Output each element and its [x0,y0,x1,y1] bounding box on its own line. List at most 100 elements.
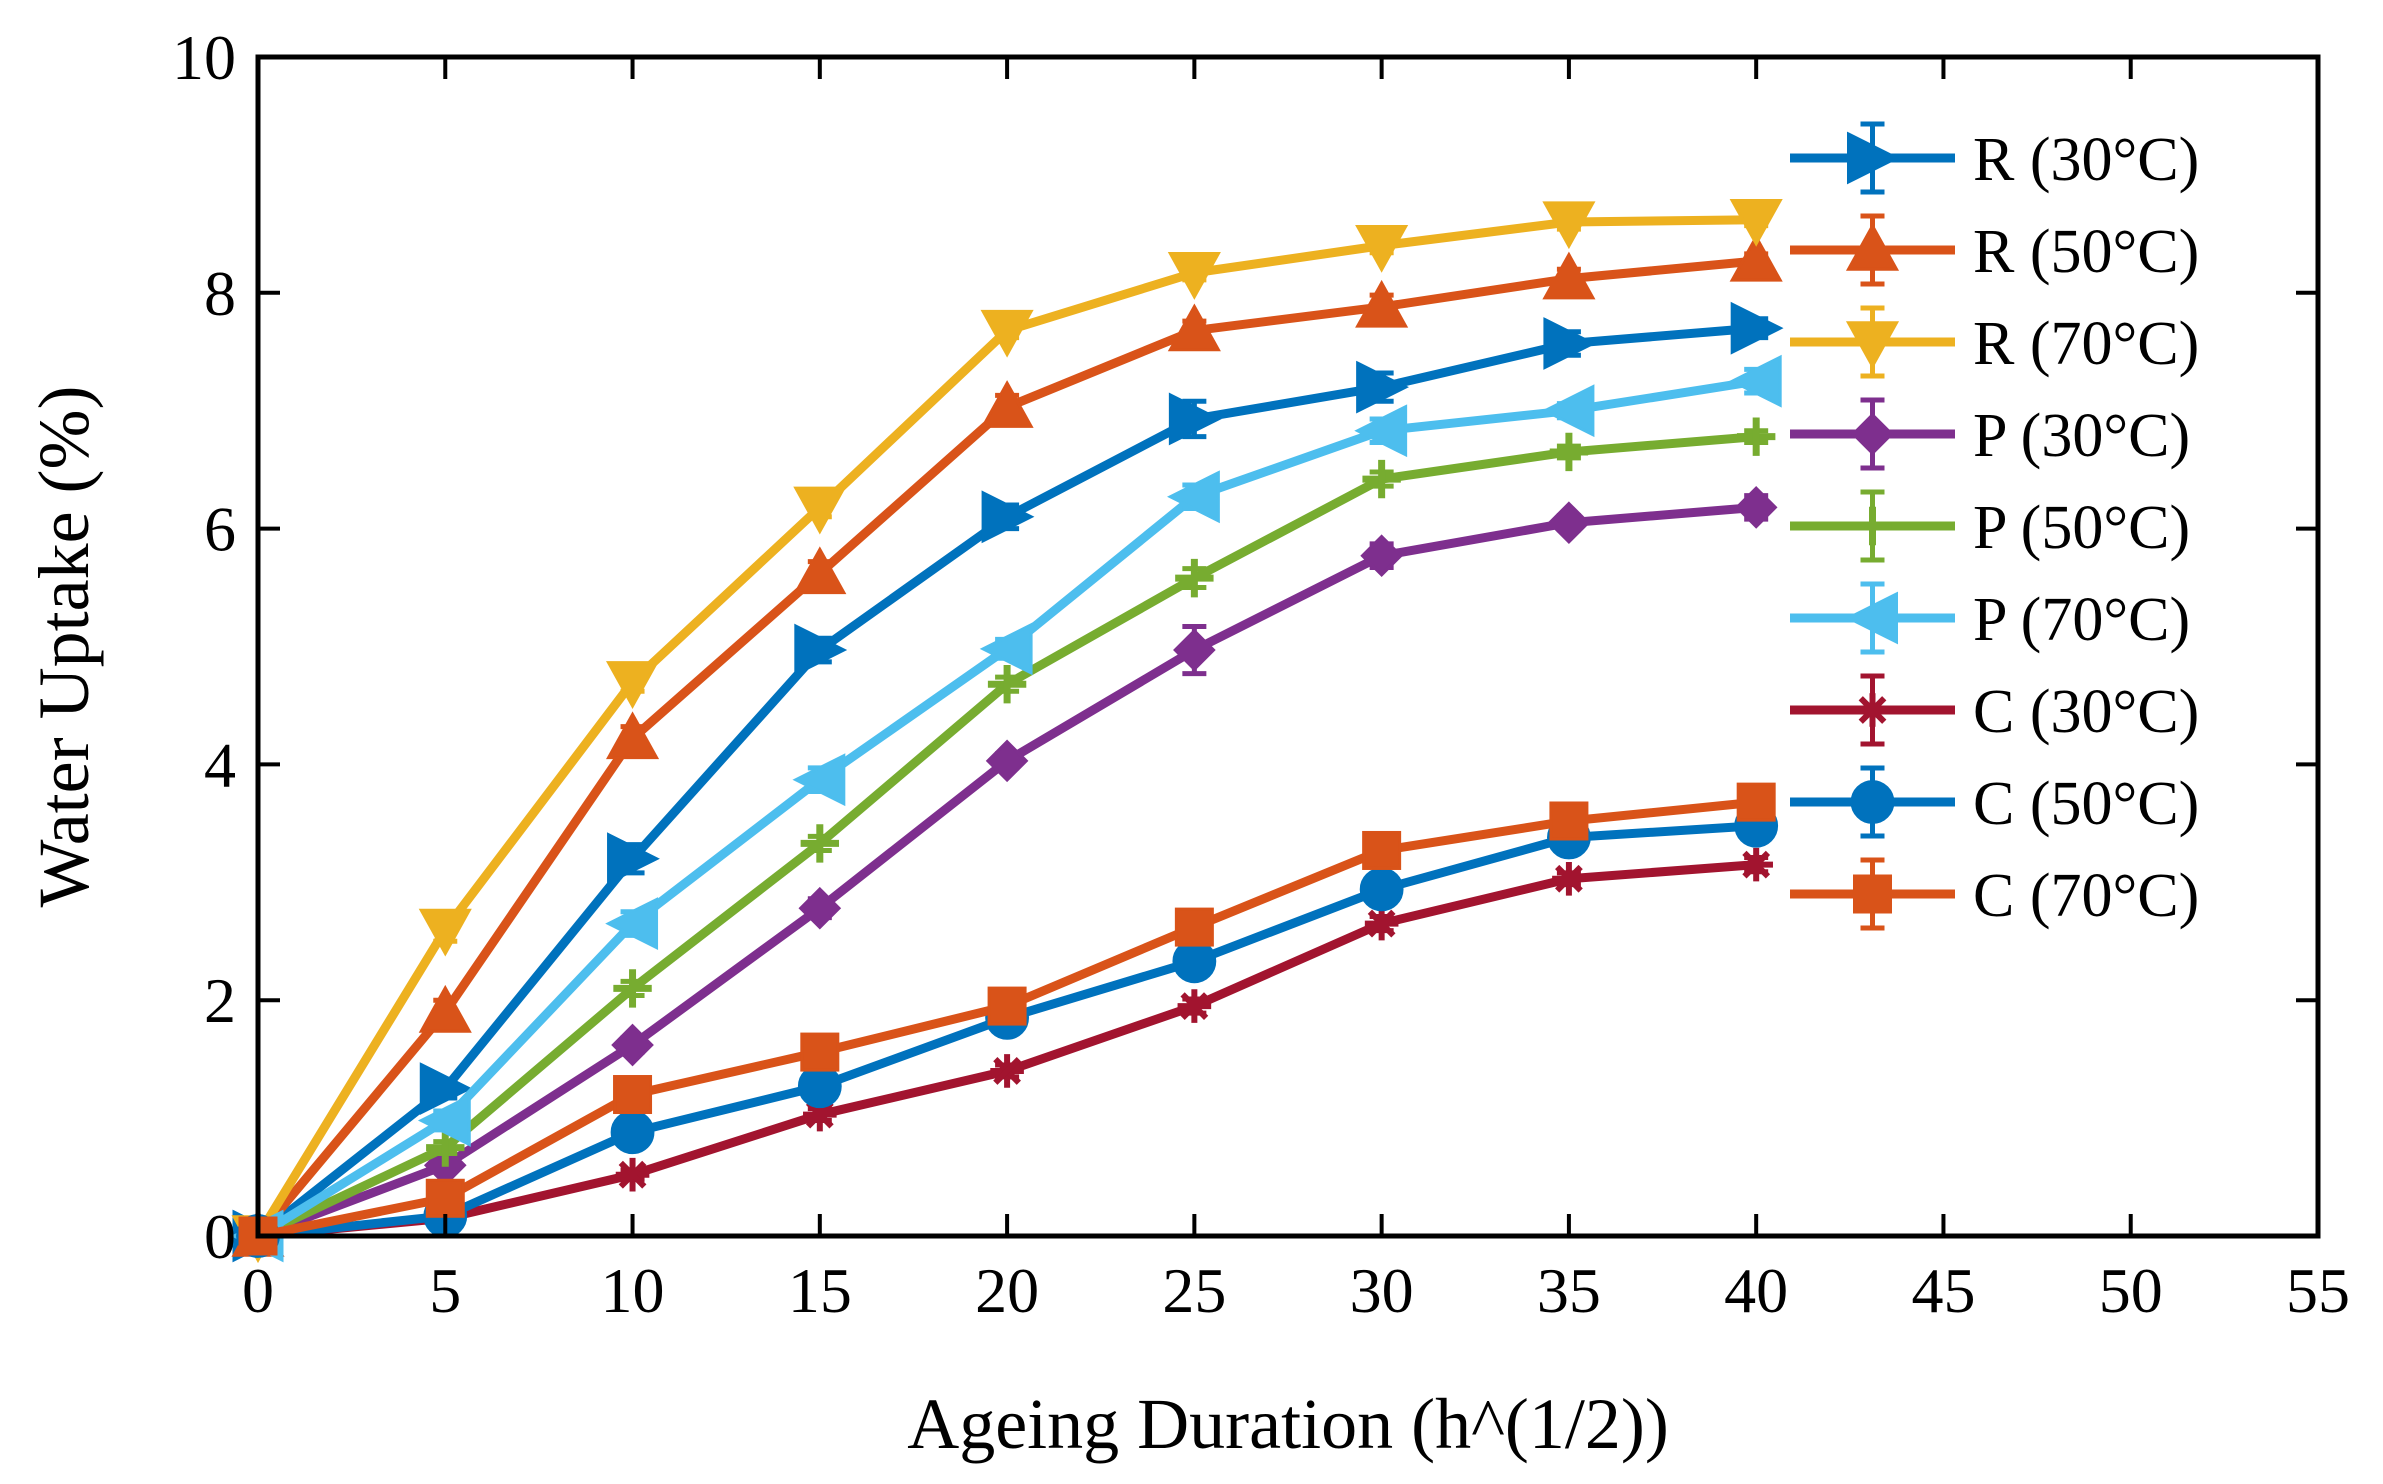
data-point [426,1128,465,1167]
data-point [1167,470,1220,524]
data-point [798,886,842,930]
data-point [987,665,1027,704]
data-point [1356,360,1409,414]
y-tick-label: 2 [204,965,236,1036]
data-point [1728,354,1782,408]
data-point [605,897,659,950]
data-point [1734,486,1778,529]
legend-item: P (30°C) [1790,397,2190,471]
data-point [1355,279,1409,328]
data-point [1729,199,1783,247]
data-point [980,309,1034,358]
data-point [615,1157,650,1192]
legend-label: R (30°C) [1973,126,2199,194]
y-tick-label: 4 [204,729,236,800]
legend-label: C (50°C) [1973,770,2199,838]
legend-label: P (70°C) [1973,586,2190,654]
data-point [425,1178,465,1218]
legend-item: R (70°C) [1790,305,2199,379]
legend-item: C (70°C) [1790,857,2199,931]
y-axis-title: Water Uptake (%) [24,386,104,908]
x-tick-label: 20 [975,1255,1039,1326]
data-point [1175,558,1214,598]
x-tick-label: 10 [601,1255,665,1326]
data-point [800,1032,840,1072]
data-point [1549,432,1589,472]
legend-item: C (50°C) [1790,765,2199,839]
data-point [1736,417,1776,456]
data-point [1173,628,1216,672]
legend-item: P (70°C) [1790,581,2190,655]
x-tick-label: 55 [2286,1255,2350,1326]
legend-item: R (50°C) [1790,213,2199,287]
data-point [1174,907,1214,947]
data-point [1542,201,1596,250]
y-tick-label: 8 [204,258,236,329]
data-point [990,1054,1024,1088]
series-line [256,432,1757,1241]
data-point [1729,233,1783,282]
legend-label: R (50°C) [1973,218,2199,286]
legend-item: R (30°C) [1790,121,2199,195]
x-tick-label: 25 [1162,1255,1226,1326]
data-point [1355,224,1409,273]
data-point [1552,861,1586,896]
data-point [1360,534,1403,578]
legend-marker [1845,222,1900,271]
data-point [607,832,660,886]
data-point [797,1064,842,1109]
series-c-70-c- [238,782,1776,1256]
y-tick-label: 10 [172,22,236,93]
data-point [1736,782,1776,822]
data-point [1167,252,1221,300]
legend-item: C (30°C) [1790,673,2199,747]
legend-marker [1851,412,1894,456]
x-axis-title: Ageing Duration (h^(1/2)) [907,1384,1669,1464]
series-r-70-c- [231,199,1783,1264]
data-point [1362,459,1401,499]
data-point [1730,301,1784,355]
data-point [981,490,1035,544]
x-tick-label: 0 [242,1255,274,1326]
data-point [1541,384,1595,438]
data-point [1542,251,1596,300]
legend-label: C (30°C) [1973,678,2199,746]
data-point [1168,392,1222,446]
series-line [256,502,1757,1241]
x-tick-label: 45 [1911,1255,1975,1326]
data-point [1364,906,1399,941]
data-point [418,984,472,1033]
data-point [1543,317,1597,370]
data-point [1362,830,1402,870]
x-tick-label: 40 [1724,1255,1788,1326]
data-point [1177,989,1212,1023]
legend-marker [1855,693,1890,727]
legend-marker [1853,874,1892,914]
x-tick-label: 50 [2099,1255,2163,1326]
data-point [1549,801,1589,841]
axes-box [255,54,2321,1239]
legend: R (30°C) R (50°C) R (70°C) P (30°C) P (50°C)… [1790,121,2199,931]
axis-tick-labels: 0 5 10 15 20 25 30 35 40 45 50 55 0 2 4 6 8 10 [172,22,2350,1326]
data-point [794,623,848,677]
data-point [605,711,660,760]
x-tick-label: 30 [1350,1255,1414,1326]
data-point [1547,501,1591,545]
legend-label: P (50°C) [1973,494,2190,562]
legend-marker [1853,506,1892,546]
data-point [980,380,1034,428]
legend-label: P (30°C) [1973,402,2190,470]
data-point [613,1075,653,1115]
y-tick-label: 0 [204,1201,236,1272]
data-point [1359,867,1404,912]
data-point [1354,404,1408,458]
x-tick-label: 5 [429,1255,461,1326]
data-point [985,739,1029,783]
x-tick-label: 15 [788,1255,852,1326]
legend-marker [1847,131,1900,185]
data-point [792,753,846,807]
data-point [610,1110,655,1155]
data-point [417,1094,471,1147]
data-point [419,1062,473,1116]
y-tick-label: 6 [204,494,236,565]
